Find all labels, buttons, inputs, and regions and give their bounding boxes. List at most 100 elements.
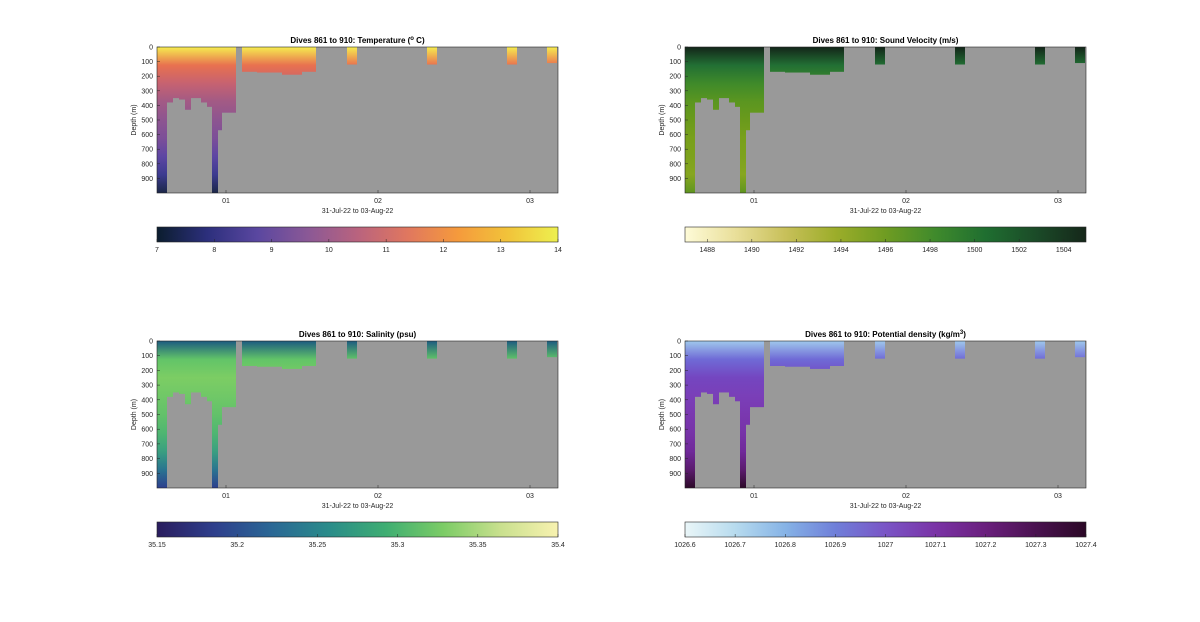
colorbar-tick-label: 1027 bbox=[878, 542, 894, 549]
colorbar-tick-label: 7 bbox=[155, 247, 159, 254]
profile-column bbox=[242, 47, 257, 72]
y-tick-label: 400 bbox=[141, 103, 153, 110]
profile-column bbox=[547, 341, 557, 358]
profile-column bbox=[157, 341, 167, 488]
profile-column bbox=[754, 341, 764, 408]
colorbar-tick-label: 1026.6 bbox=[674, 542, 696, 549]
profile-column bbox=[201, 47, 207, 103]
colorbar-tick-label: 35.15 bbox=[148, 542, 166, 549]
y-tick-label: 300 bbox=[141, 88, 153, 95]
y-tick-label: 100 bbox=[669, 353, 681, 360]
x-tick-label: 02 bbox=[374, 198, 382, 205]
x-axis-label: 31-Jul-22 to 03-Aug-22 bbox=[322, 208, 394, 215]
y-tick-label: 0 bbox=[677, 45, 681, 52]
profile-column bbox=[257, 47, 282, 73]
profile-column bbox=[282, 341, 302, 369]
y-tick-label: 500 bbox=[141, 118, 153, 125]
profile-gap bbox=[236, 341, 242, 488]
profile-column bbox=[740, 341, 746, 488]
colorbar bbox=[156, 521, 559, 538]
y-tick-label: 600 bbox=[141, 132, 153, 139]
y-tick-label: 800 bbox=[669, 456, 681, 463]
profile-column bbox=[242, 341, 257, 366]
colorbar-tick-label: 35.25 bbox=[309, 542, 327, 549]
profile-column bbox=[746, 47, 750, 131]
y-tick-label: 400 bbox=[669, 103, 681, 110]
colorbar-tick-label: 1490 bbox=[744, 247, 760, 254]
x-axis-label: 31-Jul-22 to 03-Aug-22 bbox=[850, 208, 922, 215]
colorbar-tick-label: 1492 bbox=[789, 247, 805, 254]
profile-column bbox=[257, 341, 282, 367]
profile-column bbox=[185, 341, 191, 405]
colorbar-tick-label: 1026.9 bbox=[825, 542, 847, 549]
profile-column bbox=[830, 47, 844, 72]
chart-panel-3: Dives 861 to 910: Salinity (psu) 0 100 200 3… bbox=[131, 330, 565, 549]
profile-column bbox=[507, 47, 517, 65]
profile-column bbox=[179, 47, 185, 100]
x-tick-label: 01 bbox=[222, 493, 230, 500]
profile-column bbox=[218, 47, 222, 131]
profile-column bbox=[167, 341, 173, 397]
y-tick-label: 600 bbox=[669, 132, 681, 139]
chart-panel-1: Dives 861 to 910: Temperature (o C)01002… bbox=[131, 36, 562, 254]
profile-column bbox=[770, 47, 785, 72]
y-tick-label: 300 bbox=[669, 88, 681, 95]
profile-column bbox=[179, 341, 185, 394]
profile-column bbox=[222, 47, 226, 113]
profile-column bbox=[1035, 341, 1045, 359]
colorbar-tick-label: 8 bbox=[212, 247, 216, 254]
profile-column bbox=[226, 47, 236, 113]
colorbar-tick-label: 35.2 bbox=[230, 542, 244, 549]
profile-column bbox=[810, 341, 830, 369]
profile-column bbox=[810, 47, 830, 75]
profile-column bbox=[719, 47, 729, 99]
profile-column bbox=[222, 341, 226, 408]
profile-column bbox=[750, 47, 754, 113]
colorbar-tick-label: 1502 bbox=[1011, 247, 1027, 254]
profile-column bbox=[212, 341, 218, 488]
y-tick-label: 900 bbox=[141, 176, 153, 183]
profile-column bbox=[713, 47, 719, 110]
profile-column bbox=[701, 47, 707, 99]
colorbar-tick-label: 14 bbox=[554, 247, 562, 254]
y-tick-label: 300 bbox=[669, 383, 681, 390]
y-axis-label: Depth (m) bbox=[659, 399, 666, 430]
profile-column bbox=[282, 47, 302, 75]
x-tick-label: 03 bbox=[526, 198, 534, 205]
profile-column bbox=[955, 47, 965, 65]
chart-panel-2: Dives 861 to 910: Sound Velocity (m/s) 0 1… bbox=[659, 36, 1087, 254]
profile-gap bbox=[236, 47, 242, 193]
colorbar-tick-label: 1496 bbox=[878, 247, 894, 254]
profile-gap bbox=[764, 341, 770, 488]
profile-column bbox=[1075, 47, 1085, 64]
colorbar-tick-label: 35.4 bbox=[551, 542, 565, 549]
x-tick-label: 03 bbox=[526, 493, 534, 500]
profile-column bbox=[185, 47, 191, 110]
profile-column bbox=[347, 341, 357, 359]
profile-column bbox=[875, 47, 885, 65]
y-tick-label: 700 bbox=[141, 147, 153, 154]
panel-title: Dives 861 to 910: Salinity (psu) bbox=[299, 330, 417, 339]
y-tick-label: 800 bbox=[141, 456, 153, 463]
profile-column bbox=[729, 341, 735, 397]
x-tick-label: 02 bbox=[374, 493, 382, 500]
x-tick-label: 01 bbox=[222, 198, 230, 205]
profile-column bbox=[302, 341, 316, 366]
colorbar-tick-label: 1026.8 bbox=[775, 542, 797, 549]
profile-column bbox=[218, 341, 222, 425]
x-axis-label: 31-Jul-22 to 03-Aug-22 bbox=[850, 503, 922, 510]
y-axis-label: Depth (m) bbox=[131, 104, 138, 135]
y-tick-label: 100 bbox=[141, 353, 153, 360]
colorbar-tick-label: 1027.4 bbox=[1075, 542, 1097, 549]
profile-column bbox=[427, 47, 437, 65]
profile-column bbox=[201, 341, 207, 397]
profile-column bbox=[157, 47, 167, 193]
panel-title: Dives 861 to 910: Sound Velocity (m/s) bbox=[813, 36, 959, 45]
colorbar-tick-label: 9 bbox=[270, 247, 274, 254]
profile-column bbox=[507, 341, 517, 359]
y-tick-label: 400 bbox=[141, 397, 153, 404]
colorbar-tick-label: 1504 bbox=[1056, 247, 1072, 254]
profile-column bbox=[735, 47, 740, 107]
profile-column bbox=[207, 341, 212, 402]
profile-column bbox=[1075, 341, 1085, 358]
